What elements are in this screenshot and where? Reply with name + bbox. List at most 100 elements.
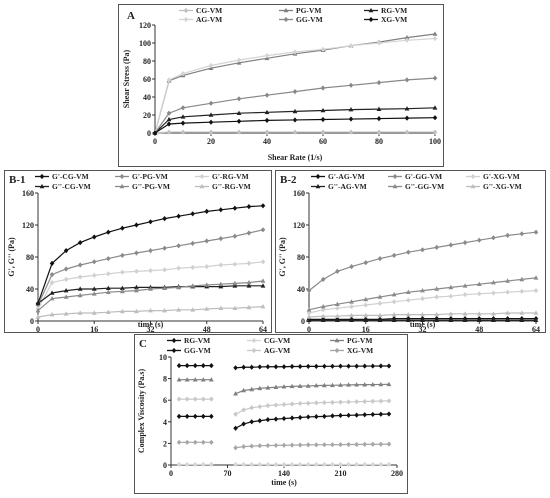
b2-data-point: [533, 229, 539, 235]
a-data-point: [320, 85, 326, 91]
b1-data-point: [232, 305, 238, 310]
b1-data-point: [106, 256, 111, 262]
c-data-point: [313, 363, 319, 369]
a-data-point: [348, 107, 354, 112]
c-data-point: [305, 363, 311, 369]
b1-data-point: [148, 248, 153, 254]
b1-data-point: [134, 284, 139, 290]
c-x-tick-label: 70: [224, 469, 232, 478]
a-data-point: [320, 46, 326, 52]
a-series-line: [154, 33, 436, 134]
c-data-point: [330, 363, 335, 369]
c-data-point: [338, 382, 343, 387]
a-data-point: [152, 130, 158, 136]
c-legend-item: AG-VM: [247, 346, 290, 355]
b1-data-point: [246, 260, 252, 266]
b1-data-point: [176, 243, 181, 249]
a-x-tick-label: 80: [375, 137, 383, 146]
c-y-tick-label: 10: [159, 353, 167, 362]
b1-data-point: [190, 240, 195, 246]
b1-legend-swatch-marker: [39, 173, 45, 180]
c-data-point: [338, 412, 343, 419]
b2-data-point: [335, 305, 340, 311]
c-data-point: [176, 439, 182, 445]
c-data-point: [209, 461, 214, 468]
c-y-tick-label: 0: [163, 461, 167, 470]
a-data-point: [320, 107, 326, 113]
c-series-pg-vm: [176, 377, 392, 396]
c-data-point: [289, 461, 295, 468]
b2-data-point: [462, 292, 468, 298]
c-data-point: [241, 407, 246, 413]
a-data-point: [404, 35, 410, 40]
c-data-point: [176, 377, 182, 382]
c-data-point: [378, 381, 384, 387]
c-data-point: [354, 399, 359, 405]
a-data-point: [376, 106, 382, 111]
b2-legend-label: G''-GG-VM: [405, 182, 444, 191]
c-data-point: [346, 441, 351, 448]
c-data-point: [209, 396, 214, 402]
c-legend-item: XG-VM: [330, 346, 373, 355]
c-legend-swatch-marker: [334, 337, 340, 343]
b1-legend-item: G''-CG-VM: [35, 182, 91, 191]
b1-data-point: [105, 309, 111, 314]
a-y-tick-label: 20: [143, 111, 151, 120]
b1-legend-label: G''-RG-VM: [212, 182, 251, 191]
c-data-point: [297, 414, 303, 421]
b1-data-point: [148, 268, 153, 274]
b2-data-point: [405, 289, 411, 294]
b2-data-point: [334, 317, 340, 322]
c-data-point: [322, 461, 327, 468]
a-legend-label: CG-VM: [196, 6, 222, 15]
c-data-point: [289, 363, 295, 370]
a-data-point: [236, 96, 242, 102]
c-series-gg-vm: [176, 411, 392, 431]
c-data-point: [305, 383, 311, 388]
b1-data-point: [63, 248, 69, 254]
c-data-point: [176, 396, 182, 402]
a-data-point: [264, 53, 270, 59]
b2-data-point: [335, 268, 340, 274]
c-data-point: [354, 382, 360, 387]
c-data-point: [176, 363, 182, 369]
b1-legend-label: G'-CG-VM: [52, 172, 89, 181]
b2-data-point: [391, 312, 397, 317]
b2-data-point: [420, 247, 425, 253]
b2-data-point: [420, 312, 425, 317]
c-data-point: [346, 382, 351, 387]
panel-b1: B-1 0 16 32 48 64 0 40 80 120 160 time (s) G', G'' (…: [4, 170, 272, 333]
c-data-point: [362, 363, 368, 369]
b1-data-point: [218, 262, 224, 268]
c-data-point: [370, 363, 376, 369]
b2-legend-label: G'-AG-VM: [328, 172, 365, 181]
a-series-line: [154, 131, 435, 134]
a-x-tick-label: 100: [429, 137, 441, 146]
c-data-point: [338, 399, 343, 405]
b1-data-point: [77, 286, 83, 291]
c-data-point: [281, 442, 287, 448]
b1-series-g-pg-vm: [35, 278, 266, 313]
b2-y-tick-label: 120: [293, 221, 305, 230]
c-data-point: [386, 363, 392, 369]
b2-y-tick-label: 160: [293, 189, 305, 198]
a-data-point: [166, 110, 172, 116]
b1-data-point: [176, 284, 182, 290]
c-legend-label: GG-VM: [184, 346, 211, 355]
b1-legend-label: G'-RG-VM: [212, 172, 249, 181]
b2-data-point: [462, 283, 468, 288]
b2-axes: [306, 192, 537, 324]
a-y-tick-label: 60: [143, 75, 151, 84]
a-data-point: [180, 120, 186, 126]
c-y-tick-label: 8: [163, 375, 167, 384]
c-data-point: [330, 399, 335, 405]
b1-legend-item: G''-PG-VM: [115, 182, 170, 191]
c-data-point: [192, 377, 198, 382]
b2-legend-swatch-marker: [315, 173, 321, 180]
b1-data-point: [218, 281, 224, 286]
b1-data-point: [204, 238, 210, 244]
c-data-point: [200, 461, 206, 468]
b2-data-point: [476, 237, 482, 243]
b1-legend-swatch-marker: [199, 173, 205, 180]
c-data-point: [362, 441, 368, 447]
